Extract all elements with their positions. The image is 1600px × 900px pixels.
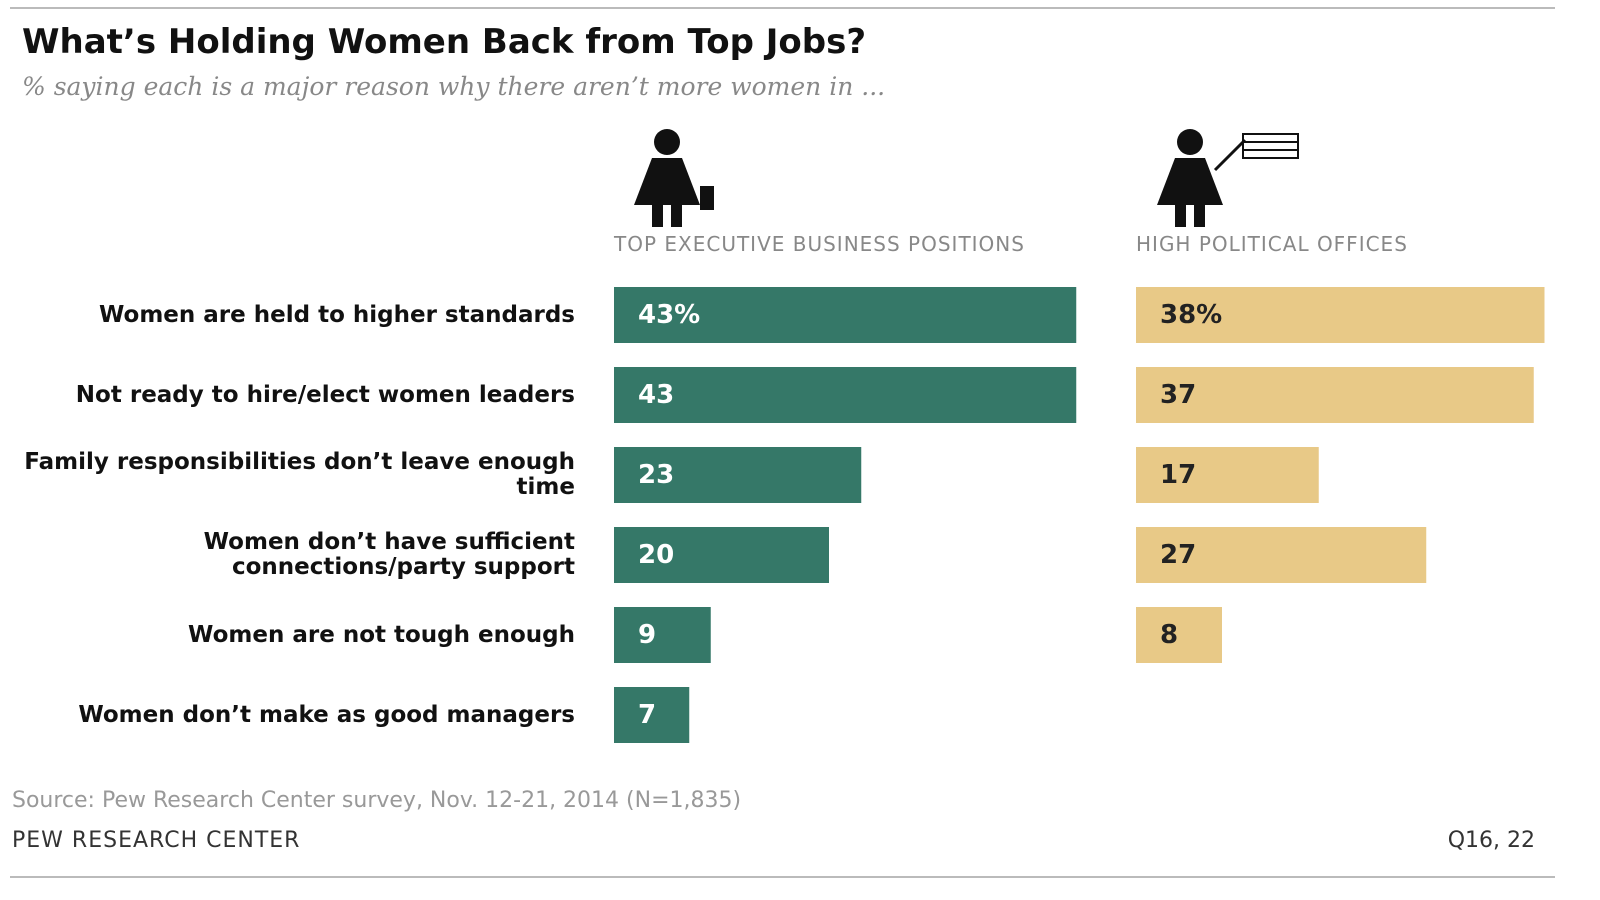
value-label: 43% <box>638 300 701 330</box>
bar <box>1136 287 1545 343</box>
bar <box>614 607 711 663</box>
bar <box>614 367 1077 423</box>
bar <box>1136 527 1427 583</box>
politics-icon <box>1157 129 1299 227</box>
bar <box>614 287 1077 343</box>
bar <box>614 447 862 503</box>
credit: PEW RESEARCH CENTER <box>12 828 301 853</box>
category-label: Women are held to higher standards <box>98 301 575 328</box>
bar <box>1136 447 1319 503</box>
value-label: 9 <box>638 620 657 650</box>
category-label: Women don’t make as good managers <box>78 701 575 728</box>
category-label: Not ready to hire/elect women leaders <box>75 381 575 408</box>
value-label: 17 <box>1160 460 1197 490</box>
bar <box>614 527 829 583</box>
chart-subtitle: % saying each is a major reason why ther… <box>22 72 886 101</box>
bar <box>1136 607 1222 663</box>
source: Source: Pew Research Center survey, Nov.… <box>12 788 742 813</box>
bar <box>1136 367 1534 423</box>
chart-title: What’s Holding Women Back from Top Jobs? <box>22 22 867 62</box>
value-label: 20 <box>638 540 675 570</box>
value-label: 23 <box>638 460 675 490</box>
value-label: 7 <box>638 700 657 730</box>
bar <box>614 687 690 743</box>
note: Q16, 22 <box>1447 828 1535 853</box>
category-label: Family responsibilities don’t leave enou… <box>24 449 575 500</box>
category-label: Women are not tough enough <box>188 621 575 648</box>
series-header: HIGH POLITICAL OFFICES <box>1136 232 1408 256</box>
business-icon <box>634 129 714 227</box>
category-label: Women don’t have sufficient connections/… <box>203 529 575 580</box>
series-header: TOP EXECUTIVE BUSINESS POSITIONS <box>614 232 1025 256</box>
value-label: 38% <box>1160 300 1223 330</box>
value-label: 27 <box>1160 540 1197 570</box>
value-label: 37 <box>1160 380 1197 410</box>
value-label: 8 <box>1160 620 1179 650</box>
value-label: 43 <box>638 380 675 410</box>
